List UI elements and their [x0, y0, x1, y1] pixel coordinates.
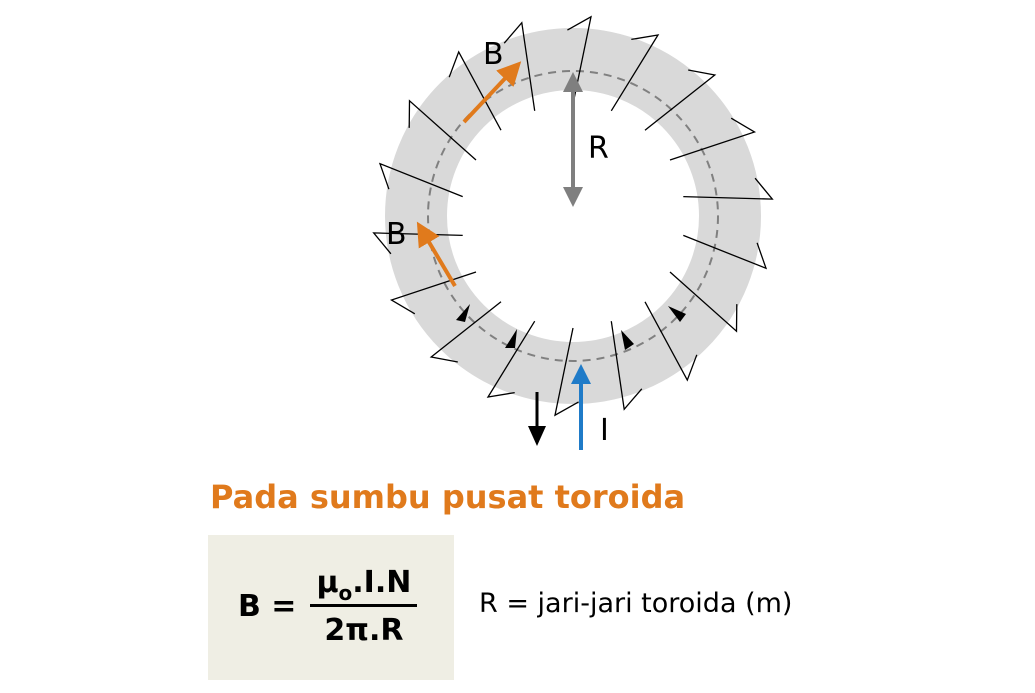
- coil-winding: [683, 234, 768, 270]
- field-arrow-lower: [416, 221, 457, 288]
- toroid-ring: [385, 28, 761, 404]
- toroid-field-formula: B = μo.I.N 2π.R: [238, 565, 418, 648]
- formula-mu-subscript: o: [338, 581, 353, 605]
- coil-winding: [610, 34, 660, 112]
- coil-winding: [644, 69, 717, 131]
- current-direction-markers: [456, 304, 686, 350]
- coil-winding: [408, 99, 477, 161]
- current-arrowhead-in: [571, 364, 591, 384]
- winding-arrowhead: [456, 304, 470, 322]
- formula-denominator: 2π.R: [324, 613, 404, 648]
- coil-winding: [429, 301, 502, 363]
- coil-winding: [448, 50, 502, 131]
- formula-lhs: B =: [238, 589, 297, 624]
- current-label: I: [600, 413, 609, 448]
- radius-definition-note: R = jari-jari toroida (m): [479, 588, 793, 619]
- winding-arrowhead: [668, 306, 686, 322]
- radius-arrowhead-bottom: [563, 187, 583, 207]
- coil-winding: [669, 271, 738, 333]
- coil-winding: [378, 162, 463, 198]
- field-arrow-upper: [462, 61, 522, 124]
- formula-numerator: μo.I.N: [310, 565, 418, 607]
- winding-arrowhead: [505, 329, 517, 348]
- coil-winding: [389, 271, 477, 315]
- field-label-lower: B: [386, 217, 407, 252]
- coil-winding: [669, 117, 757, 161]
- field-label-upper: B: [483, 37, 504, 72]
- radius-arrowhead-top: [563, 72, 583, 92]
- toroid-center-path: [427, 70, 719, 362]
- winding-arrowhead: [621, 330, 634, 350]
- coil-winding: [486, 320, 536, 398]
- radius-label: R: [588, 131, 609, 166]
- coil-winding: [610, 321, 643, 411]
- formula-numerator-rest: .I.N: [352, 565, 412, 600]
- coil-winding: [503, 21, 536, 111]
- formula-mu: μ: [316, 565, 339, 600]
- coil-winding: [554, 327, 579, 417]
- coil-windings: [372, 15, 774, 417]
- current-arrowhead-out: [528, 426, 546, 446]
- section-heading: Pada sumbu pusat toroida: [210, 478, 686, 516]
- coil-winding: [567, 15, 592, 105]
- coil-winding: [644, 301, 698, 382]
- formula-box: B = μo.I.N 2π.R: [208, 535, 454, 680]
- toroid-diagram: B B R I: [372, 15, 774, 450]
- formula-fraction: μo.I.N 2π.R: [310, 565, 418, 648]
- coil-winding: [683, 177, 774, 200]
